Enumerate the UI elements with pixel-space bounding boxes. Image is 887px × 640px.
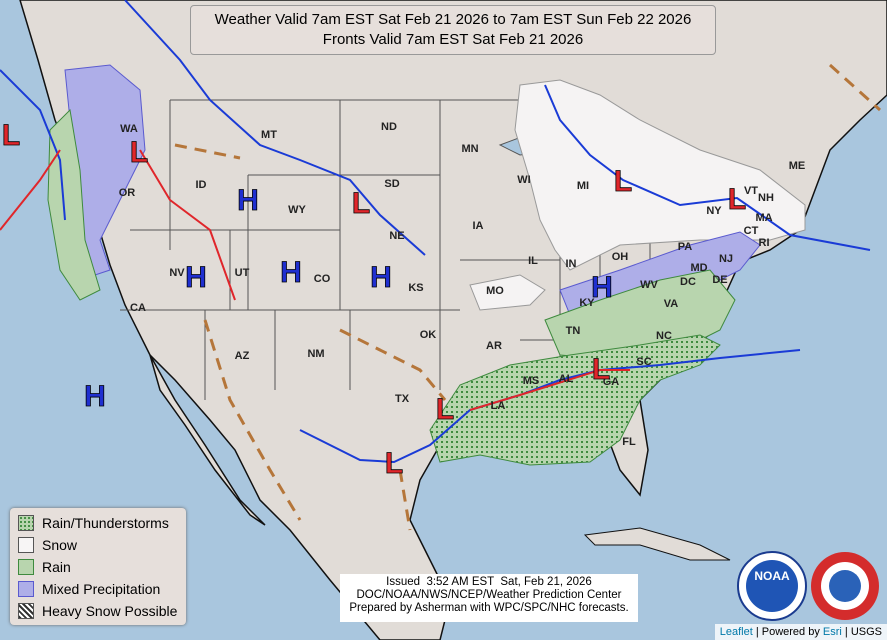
state-label: ND — [381, 121, 397, 133]
state-label: PA — [678, 241, 693, 253]
state-label: MN — [461, 143, 478, 155]
state-label: MO — [486, 285, 504, 297]
state-label: MS — [523, 375, 540, 387]
cuba — [583, 527, 731, 561]
attribution-text: | USGS — [841, 626, 882, 638]
state-label: ID — [196, 179, 207, 191]
low-pressure: L — [130, 136, 148, 169]
noaa-logo: NOAA — [737, 551, 879, 621]
low-pressure: L — [385, 447, 403, 480]
state-label: MD — [690, 262, 707, 274]
fronts — [0, 0, 882, 531]
snow-area — [469, 274, 546, 311]
attribution-text: | Powered by — [752, 626, 823, 638]
high-pressure: H — [280, 256, 302, 289]
issued-line: Prepared by Asherman with WPC/SPC/NHC fo… — [349, 602, 629, 614]
state-label: DC — [680, 276, 696, 288]
state-label: MI — [577, 180, 589, 192]
issued-line: DOC/NOAA/NWS/NCEP/Weather Prediction Cen… — [356, 589, 622, 601]
rain-area — [47, 108, 101, 301]
state-label: DE — [712, 274, 727, 286]
state-label: NY — [706, 205, 722, 217]
state-label: SD — [384, 178, 399, 190]
state-label: OR — [119, 187, 136, 199]
state-label: NE — [389, 230, 404, 242]
low-pressure: L — [728, 183, 746, 216]
state-label: OK — [420, 329, 437, 341]
state-label: IL — [528, 255, 538, 267]
title-line: Fronts Valid 7am EST Sat Feb 21 2026 — [322, 31, 584, 48]
state-label: WI — [517, 174, 530, 186]
high-pressure: H — [84, 380, 106, 413]
legend-item: Snow — [18, 534, 186, 556]
low-pressure: L — [352, 187, 370, 220]
state-label: VA — [664, 298, 679, 310]
baja — [149, 354, 266, 526]
state-label: NM — [307, 348, 324, 360]
low-pressure: L — [614, 165, 632, 198]
state-label: KY — [579, 297, 595, 309]
state-label: LA — [491, 400, 506, 412]
rain-thunder-area — [429, 334, 721, 466]
state-label: MT — [261, 129, 277, 141]
state-label: AL — [559, 373, 574, 385]
state-label: UT — [235, 267, 250, 279]
state-label: WV — [640, 279, 658, 291]
legend-item: Rain — [18, 556, 186, 578]
legend-item: Rain/Thunderstorms — [18, 512, 186, 534]
title-box: Weather Valid 7am EST Sat Feb 21 2026 to… — [190, 5, 716, 55]
low-pressure: L — [2, 119, 20, 152]
state-label: MA — [755, 212, 772, 224]
state-label: NV — [169, 267, 185, 279]
state-label: OH — [612, 251, 629, 263]
state-label: TX — [395, 393, 410, 405]
state-label: KS — [408, 282, 423, 294]
logo-text: NOAA — [754, 569, 790, 583]
state-label: VT — [744, 185, 758, 197]
attribution: Leaflet | Powered by Esri | USGS — [714, 624, 887, 640]
legend-label: Heavy Snow Possible — [42, 603, 178, 619]
high-pressure: H — [185, 261, 207, 294]
legend-label: Rain/Thunderstorms — [42, 515, 169, 531]
issued-box: Issued 3:52 AM EST Sat, Feb 21, 2026 DOC… — [340, 574, 638, 622]
state-label: NH — [758, 192, 774, 204]
state-label: NJ — [719, 253, 733, 265]
high-pressure: H — [591, 271, 613, 304]
state-label: TN — [566, 325, 581, 337]
legend-item: Heavy Snow Possible — [18, 600, 186, 622]
state-label: FL — [622, 436, 636, 448]
state-label: RI — [759, 237, 770, 249]
state-label: CT — [744, 225, 759, 237]
snow-area — [514, 79, 806, 271]
state-label: NC — [656, 330, 672, 342]
low-pressure: L — [592, 353, 610, 386]
state-label: WA — [120, 123, 138, 135]
state-label: IN — [566, 258, 577, 270]
state-label: WY — [288, 204, 306, 216]
legend-label: Rain — [42, 559, 71, 575]
low-pressure: L — [436, 393, 454, 426]
issued-line: Issued 3:52 AM EST Sat, Feb 21, 2026 — [386, 576, 592, 588]
legend-label: Snow — [42, 537, 78, 553]
state-label: CO — [314, 273, 331, 285]
esri-link[interactable]: Esri — [822, 626, 842, 638]
state-label: IA — [473, 220, 484, 232]
state-label: ME — [789, 160, 806, 172]
state-label: AR — [486, 340, 502, 352]
state-label: GA — [603, 376, 620, 388]
legend-item: Mixed Precipitation — [18, 578, 186, 600]
high-pressure: H — [370, 261, 392, 294]
leaflet-link[interactable]: Leaflet — [719, 626, 753, 638]
high-pressure: H — [237, 184, 259, 217]
state-label: SC — [636, 356, 651, 368]
state-label: CA — [130, 302, 146, 314]
title-line: Weather Valid 7am EST Sat Feb 21 2026 to… — [214, 11, 692, 28]
state-label: AZ — [235, 350, 250, 362]
legend: Rain/Thunderstorms Snow Rain Mixed Preci… — [10, 508, 186, 625]
legend-label: Mixed Precipitation — [42, 581, 161, 597]
